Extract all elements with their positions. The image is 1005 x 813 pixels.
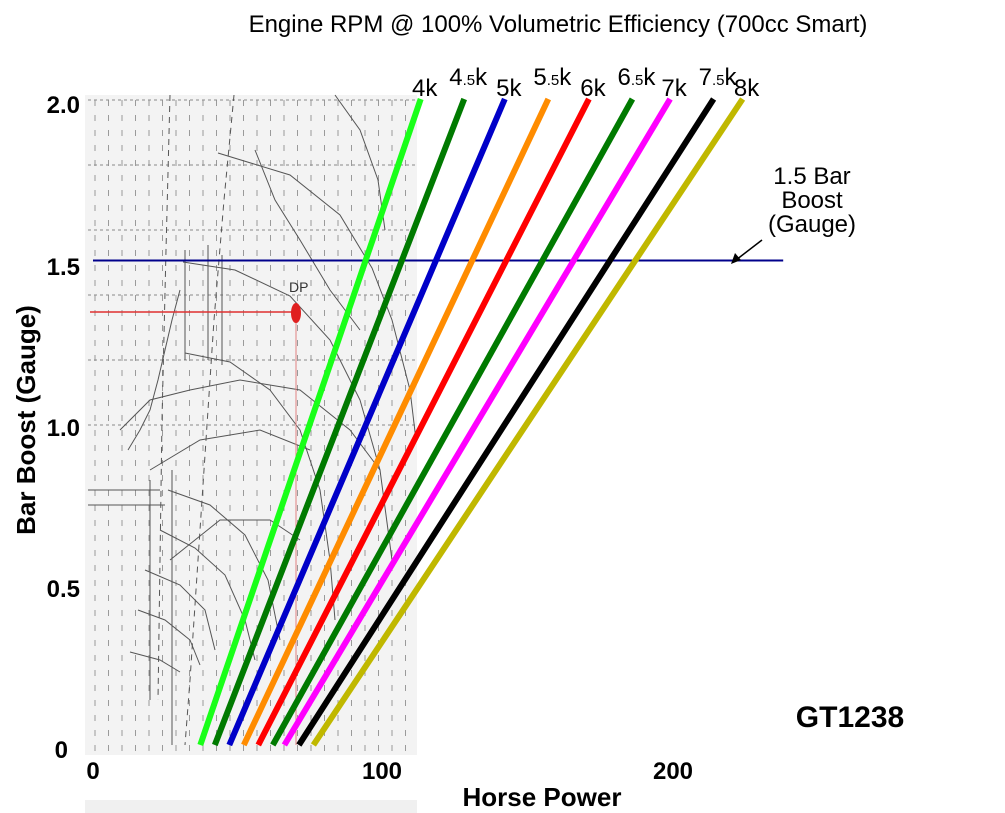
arrow-head-icon <box>731 253 741 264</box>
y-tick-label: 1.5 <box>47 254 80 281</box>
svg-text:DP: DP <box>289 279 308 295</box>
y-tick-label: 2.0 <box>47 92 80 119</box>
series-label: 5k <box>496 75 522 102</box>
series-line-5k <box>226 97 508 747</box>
reference-arrow <box>735 239 763 261</box>
series-label: 7.5k <box>699 64 738 91</box>
series-label: 8k <box>734 75 760 102</box>
series-label: 7k <box>661 75 687 102</box>
series-label: 4.5k <box>449 64 488 91</box>
y-tick-label: 0.5 <box>47 576 80 603</box>
series-line-7k <box>281 97 673 747</box>
series-label: 6.5k <box>617 64 656 91</box>
series-line-8k <box>310 97 746 747</box>
series-line-6-5k <box>270 97 636 747</box>
x-axis-label: Horse Power <box>463 782 622 812</box>
chart-title: Engine RPM @ 100% Volumetric Efficiency … <box>249 11 868 38</box>
model-label: GT1238 <box>796 701 904 734</box>
reference-annotation: 1.5 Bar Boost (Gauge) <box>731 163 856 264</box>
series-line-4k <box>197 98 424 746</box>
reference-label-line: 1.5 Bar <box>773 163 850 190</box>
y-axis-label: Bar Boost (Gauge) <box>11 305 41 535</box>
series-line-7-5k <box>296 97 717 747</box>
y-tick-label: 1.0 <box>47 415 80 442</box>
series-line-5-5k <box>241 97 552 747</box>
y-tick-label: 0 <box>55 737 68 764</box>
series-label: 5.5k <box>533 64 572 91</box>
x-tick-label: 0 <box>86 758 99 785</box>
x-axis: 0 100 200 <box>86 758 693 785</box>
series-line-4-5k <box>212 97 467 747</box>
reference-label-line: Boost <box>781 187 843 214</box>
series-label: 4k <box>412 75 438 102</box>
reference-label-line: (Gauge) <box>768 211 856 238</box>
series-label: 6k <box>580 75 606 102</box>
compressor-map-background: DP <box>85 94 417 813</box>
x-tick-label: 100 <box>362 758 402 785</box>
x-tick-label: 200 <box>653 758 693 785</box>
y-axis: 2.0 1.5 1.0 0.5 0 <box>47 92 80 764</box>
series-line-6k <box>255 97 592 747</box>
